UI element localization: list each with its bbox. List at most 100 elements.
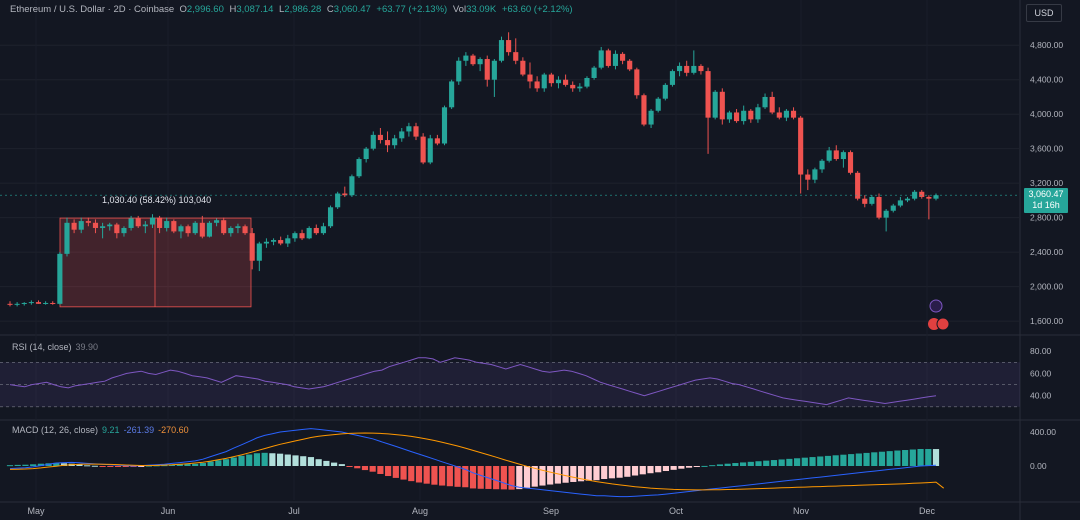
candle-body	[477, 59, 483, 65]
candle-body	[292, 233, 298, 239]
signal-value: -261.39	[123, 425, 155, 435]
macd-histogram-bar	[608, 466, 615, 479]
symbol-title[interactable]: Ethereum / U.S. Dollar · 2D · Coinbase	[10, 4, 175, 15]
candle-body	[420, 136, 426, 163]
price-tick-label: 2,800.00	[1030, 213, 1063, 223]
time-tick-label: Aug	[412, 506, 428, 516]
candle-body	[270, 240, 277, 242]
candle-body	[555, 79, 562, 84]
low-value: 2,986.28	[284, 4, 322, 15]
macd-histogram-bar	[176, 464, 183, 466]
candle-body	[92, 222, 99, 228]
macd-histogram-bar	[616, 466, 623, 478]
bar-countdown: 1d 16h	[1032, 200, 1060, 210]
candle-body	[206, 222, 213, 237]
close-value: 3,060.47	[333, 4, 371, 15]
macd-histogram-bar	[516, 466, 523, 490]
macd-histogram-bar	[53, 462, 60, 466]
candle-body	[726, 112, 732, 120]
macd-histogram-bar	[801, 457, 808, 466]
macd-histogram-bar	[269, 453, 276, 466]
macd-histogram-bar	[531, 466, 538, 487]
close-label: C	[326, 4, 334, 15]
macd-histogram-bar	[925, 449, 932, 466]
candle-body	[149, 217, 156, 225]
candle-body	[320, 226, 326, 234]
rsi-tick-label: 80.00	[1030, 346, 1052, 356]
candle-body	[135, 218, 141, 227]
candle-body	[755, 107, 761, 120]
candle-body	[520, 60, 526, 75]
candle-body	[712, 91, 718, 118]
open-label: O	[179, 4, 187, 15]
candle-body	[484, 59, 490, 80]
candle-body	[64, 222, 70, 254]
candle-body	[128, 218, 134, 228]
candle-body	[563, 79, 569, 85]
candle-body	[548, 74, 554, 84]
candle-body	[869, 196, 875, 204]
macd-histogram-bar	[647, 466, 654, 474]
candle-body	[278, 240, 284, 244]
macd-histogram-bar	[770, 460, 778, 466]
macd-histogram-bar	[207, 461, 214, 466]
price-tick-label: 1,600.00	[1030, 316, 1063, 326]
macd-histogram-bar	[794, 458, 801, 466]
candle-body	[648, 110, 654, 125]
rsi-legend[interactable]: RSI (14, close) 39.90	[12, 342, 98, 352]
macd-line	[9, 428, 937, 498]
macd-histogram-bar	[30, 464, 37, 466]
rsi-line	[9, 357, 937, 406]
macd-histogram-bar	[37, 463, 44, 466]
macd-histogram-bar	[91, 465, 98, 467]
candle-body	[214, 220, 220, 223]
high-value: 3,087.14	[236, 4, 274, 15]
macd-histogram-bar	[415, 466, 423, 483]
time-tick-label: Nov	[793, 506, 810, 516]
macd-histogram-bar	[624, 466, 631, 477]
macd-histogram-bar	[932, 449, 940, 466]
macd-histogram-bar	[817, 456, 824, 466]
macd-histogram-bar	[338, 464, 345, 466]
candle-body	[534, 81, 540, 89]
macd-histogram-bar	[369, 466, 376, 472]
price-tick-label: 3,600.00	[1030, 144, 1063, 154]
candle-body	[470, 55, 476, 65]
macd-histogram-bar	[716, 464, 724, 466]
candle-body	[441, 107, 448, 144]
macd-histogram-bar	[724, 463, 731, 466]
candle-body	[221, 220, 227, 234]
macd-histogram-bar	[261, 452, 268, 466]
rsi-value: 39.90	[75, 342, 99, 352]
currency-button[interactable]: USD	[1026, 4, 1062, 22]
macd-histogram-bar	[377, 466, 384, 474]
macd-histogram-bar	[601, 466, 608, 480]
candle-body	[748, 110, 754, 120]
candle-body	[876, 196, 882, 218]
high-label: H	[229, 4, 237, 15]
macd-histogram-bar	[832, 455, 839, 466]
macd-histogram-bar	[902, 450, 909, 466]
candle-body	[392, 138, 398, 146]
candle-body	[121, 227, 127, 234]
macd-histogram-bar	[354, 466, 361, 469]
candle-body	[926, 196, 932, 199]
candle-body	[249, 233, 255, 261]
candle-body	[185, 226, 191, 234]
candle-body	[612, 53, 619, 66]
candle-body	[356, 159, 362, 177]
macd-histogram-bar	[431, 466, 438, 485]
candle-body	[413, 126, 419, 137]
macd-histogram-bar	[917, 449, 924, 466]
macd-histogram-bar	[786, 458, 793, 466]
candle-body	[7, 303, 13, 305]
candle-body	[912, 191, 918, 199]
candle-body	[506, 40, 512, 53]
candle-body	[577, 86, 583, 89]
macd-histogram-bar	[493, 466, 500, 490]
measure-label: 1,030.40 (58.42%) 103,040	[102, 195, 212, 205]
macd-legend[interactable]: MACD (12, 26, close) 9.21 -261.39 -270.60	[12, 425, 189, 435]
macd-histogram-bar	[222, 459, 230, 466]
candle-body	[769, 96, 775, 113]
